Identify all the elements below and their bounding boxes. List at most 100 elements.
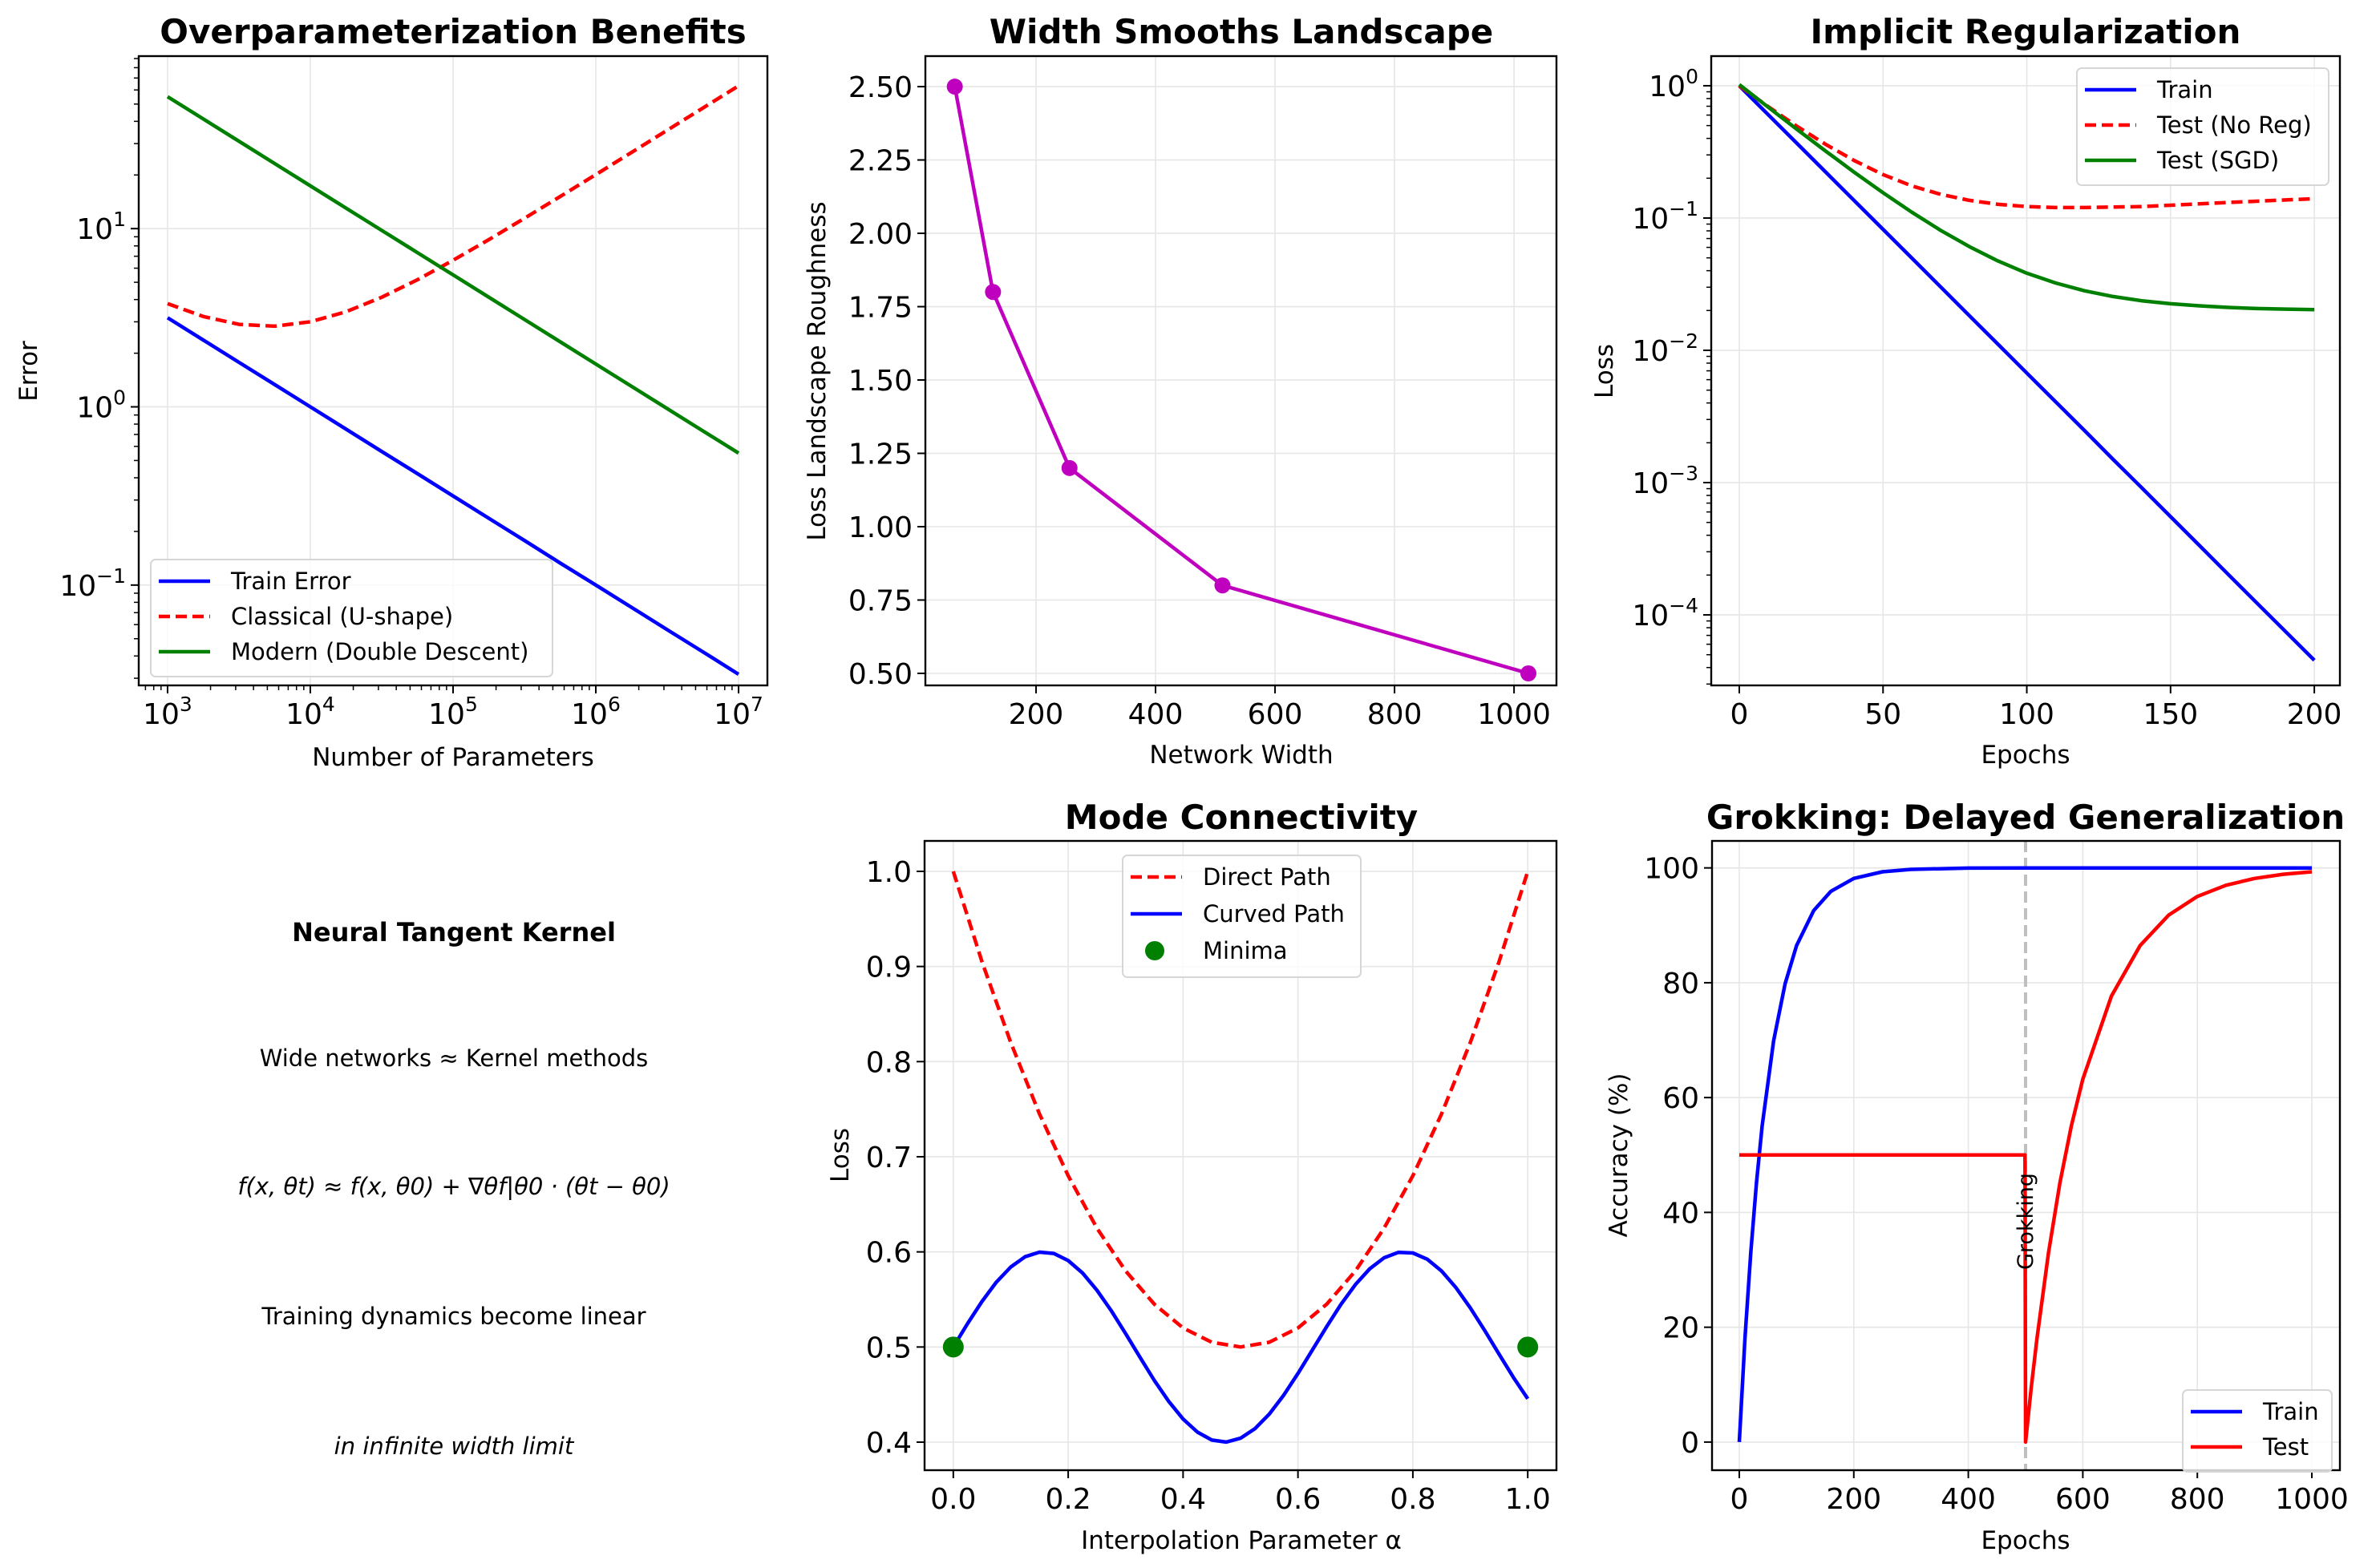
mode-y-tick-label: 0.6 (866, 1237, 912, 1270)
mode-y-tick-label: 0.9 (866, 952, 912, 984)
ntk-text-panel: Neural Tangent Kernel Wide networks ≈ Ke… (237, 917, 670, 1460)
overparam-x-tick-exp: 6 (608, 693, 621, 716)
mode-title: Mode Connectivity (1065, 798, 1418, 837)
overparam-ylabel: Error (14, 341, 43, 402)
overparam-y-tick-exp: 0 (113, 386, 126, 410)
mode-x-tick-label: 1.0 (1505, 1483, 1551, 1516)
mode-legend: Direct Path Curved Path Minima (1122, 855, 1362, 978)
overparam-plot-area (166, 84, 740, 677)
grokking-legend-label-test: Test (2262, 1433, 2309, 1461)
mode-x-tick-label: 0.0 (930, 1483, 976, 1516)
mode-x-tick-label: 0.8 (1390, 1483, 1435, 1516)
grokking-legend-label-train: Train (2262, 1398, 2319, 1425)
width-y-tick-label: 1.25 (848, 438, 913, 471)
grokking-title: Grokking: Delayed Generalization (1706, 798, 2345, 837)
mode-line-direct-path (951, 871, 1530, 1349)
implicit-xlabel: Epochs (1981, 741, 2070, 770)
width-x-tick-label: 200 (1009, 698, 1064, 731)
mode-point-minima (942, 1336, 964, 1358)
mode-plot-area (951, 871, 1530, 1445)
mode-legend-label-curved-path: Curved Path (1203, 900, 1345, 927)
overparam-line-classical-u-shape (167, 84, 740, 329)
grokking-x-tick-label: 400 (1941, 1483, 1996, 1516)
grokking-line-test (1739, 870, 2313, 1445)
implicit-line-test-sgd (1738, 83, 2315, 312)
width-y-tick-label: 0.50 (848, 658, 913, 691)
width-ylabel: Loss Landscape Roughness (803, 201, 832, 540)
implicit-plot-area (1738, 83, 2316, 662)
mode-x-tick-label: 0.2 (1045, 1483, 1091, 1516)
implicit-axes-frame (1710, 55, 2342, 687)
width-marker-roughness (1520, 665, 1536, 681)
width-marker-roughness (985, 284, 1002, 301)
width-title: Width Smooths Landscape (990, 12, 1494, 51)
mode-panel: 0.0 0.2 0.4 0.6 0.8 1.0 0.4 0.5 0.6 0.7 0.8 0.9 1.0 D… (866, 839, 1558, 1516)
implicit-legend-label-test-no-reg: Test (No Reg) (2156, 111, 2312, 139)
implicit-legend-label-test-sgd: Test (SGD) (2156, 147, 2279, 174)
implicit-y-tick-exp: −2 (1669, 329, 1698, 353)
width-x-tick-label: 600 (1248, 698, 1303, 731)
overparam-line-modern-double-descent (166, 95, 740, 455)
implicit-y-tick-exp: −1 (1669, 197, 1698, 220)
mode-line-curved-path (951, 1250, 1530, 1445)
overparam-x-tick-exp: 3 (180, 693, 192, 716)
implicit-x-tick-label: 200 (2287, 698, 2342, 731)
mode-y-tick-label: 0.5 (866, 1332, 912, 1364)
implicit-y-tick-exp: −4 (1669, 594, 1698, 617)
mode-y-tick-label: 0.7 (866, 1142, 912, 1174)
overparam-xlabel: Number of Parameters (312, 743, 594, 772)
grokking-xlabel: Epochs (1981, 1526, 2070, 1555)
implicit-x-tick-label: 0 (1730, 698, 1749, 731)
implicit-legend: Train Test (No Reg) Test (SGD) (2076, 67, 2329, 186)
grokking-x-tick-label: 600 (2055, 1483, 2111, 1516)
overparam-x-tick-exp: 4 (322, 693, 335, 716)
implicit-y-tick-exp: 0 (1686, 65, 1698, 88)
overparam-y-tick-exp: −1 (96, 564, 126, 588)
grokking-y-tick-label: 20 (1662, 1312, 1699, 1345)
grokking-x-tick-label: 800 (2170, 1483, 2225, 1516)
overparam-legend-box (150, 559, 553, 677)
overparam-axes-frame (137, 55, 769, 687)
width-y-tick-label: 1.75 (848, 292, 913, 325)
implicit-ylabel: Loss (1590, 344, 1619, 398)
implicit-x-tick-label: 150 (2143, 698, 2198, 731)
overparam-legend-label-modern-double-descent: Modern (Double Descent) (231, 638, 528, 665)
implicit-line-test-no-reg (1738, 84, 2315, 210)
mode-y-tick-label: 0.8 (866, 1046, 912, 1079)
implicit-legend-label-train: Train (2156, 76, 2213, 103)
mode-y-tick-label: 0.4 (866, 1427, 912, 1460)
implicit-line-train (1738, 84, 2316, 662)
width-y-tick-label: 2.25 (848, 145, 913, 178)
overparam-x-tick-exp: 7 (751, 693, 763, 716)
ntk-title: Neural Tangent Kernel (292, 917, 616, 948)
mode-point-minima (1517, 1336, 1539, 1358)
implicit-y-tick-exp: −3 (1669, 462, 1698, 485)
mode-legend-box (1122, 855, 1362, 978)
mode-y-tick-label: 1.0 (866, 856, 912, 889)
ntk-line-linearization-formula: f(x, θt) ≈ f(x, θ0) + ∇θf|θ0 · (θt − θ0) (237, 1173, 670, 1200)
width-y-tick-label: 2.50 (848, 71, 913, 104)
grokking-panel: 0 200 400 600 800 1000 0 20 40 60 80 100 Grokking Tra… (1644, 839, 2349, 1516)
mode-ylabel: Loss (826, 1128, 855, 1182)
width-panel: 200 400 600 800 1000 0.50 0.75 1.00 1.25 1.50 1.75… (848, 55, 1558, 731)
ntk-line-infinite-width: in infinite width limit (334, 1433, 575, 1460)
grokking-ylabel: Accuracy (%) (1605, 1073, 1633, 1237)
mode-x-tick-label: 0.4 (1160, 1483, 1206, 1516)
mode-legend-label-direct-path: Direct Path (1203, 863, 1331, 891)
width-marker-roughness (1061, 459, 1078, 476)
overparam-line-train-error (166, 316, 740, 677)
grokking-plot-area (1737, 841, 2313, 1470)
mode-legend-label-minima: Minima (1203, 937, 1288, 964)
grokking-x-tick-label: 1000 (2275, 1483, 2349, 1516)
overparam-title: Overparameterization Benefits (160, 12, 746, 51)
grokking-x-tick-label: 0 (1730, 1483, 1749, 1516)
width-x-tick-label: 400 (1128, 698, 1184, 731)
grokking-axes-frame (1710, 839, 2342, 1472)
width-axes-frame (924, 55, 1558, 687)
width-marker-roughness (1214, 577, 1231, 594)
ntk-line-kernel-methods: Wide networks ≈ Kernel methods (260, 1045, 649, 1072)
grokking-y-tick-label: 80 (1662, 968, 1699, 1000)
overparam-legend-label-classical-u-shape: Classical (U-shape) (231, 603, 453, 630)
